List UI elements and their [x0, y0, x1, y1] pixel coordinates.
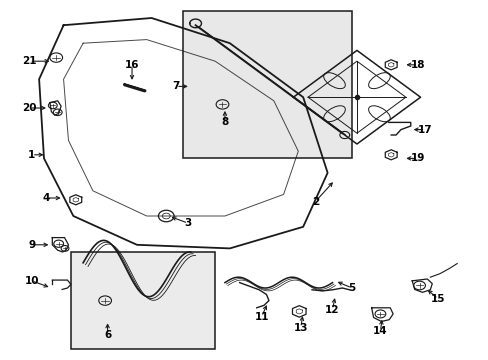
Text: 17: 17 — [417, 125, 432, 135]
Text: 12: 12 — [325, 305, 339, 315]
Text: 2: 2 — [311, 197, 318, 207]
Bar — [71, 252, 215, 349]
Text: 14: 14 — [372, 326, 387, 336]
Text: 11: 11 — [254, 312, 268, 322]
Text: 15: 15 — [430, 294, 445, 304]
Bar — [183, 11, 351, 158]
Text: 9: 9 — [28, 240, 35, 250]
Text: 3: 3 — [184, 218, 191, 228]
Text: 6: 6 — [104, 330, 111, 340]
Text: 21: 21 — [22, 56, 37, 66]
Text: 4: 4 — [42, 193, 50, 203]
Text: 19: 19 — [410, 153, 425, 163]
Text: 18: 18 — [410, 60, 425, 70]
Text: 20: 20 — [22, 103, 37, 113]
Text: 13: 13 — [293, 323, 307, 333]
Text: 5: 5 — [348, 283, 355, 293]
Text: 10: 10 — [24, 276, 39, 286]
Text: 16: 16 — [124, 60, 139, 70]
Text: 8: 8 — [221, 117, 228, 127]
Text: 7: 7 — [172, 81, 180, 91]
Text: 1: 1 — [28, 150, 35, 160]
